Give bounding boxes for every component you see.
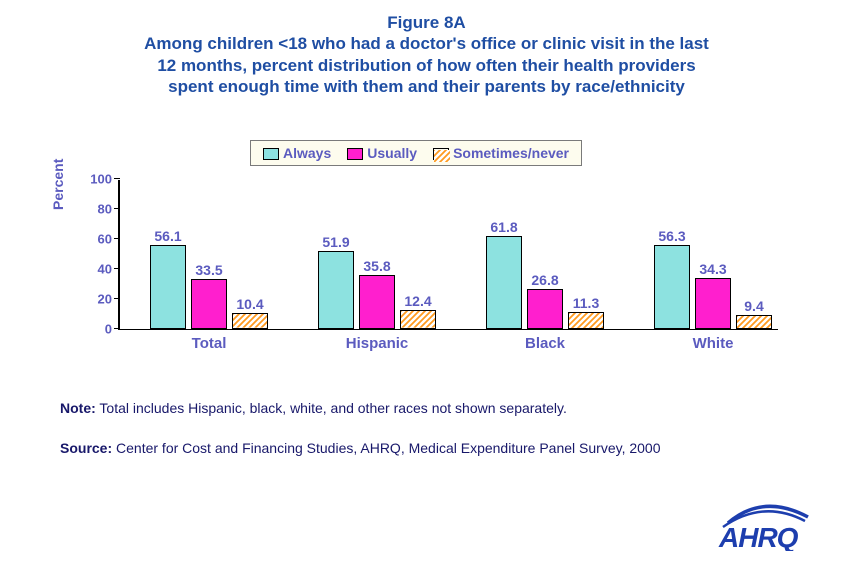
title-block: Figure 8A Among children <18 who had a d… (0, 0, 853, 97)
bar: 56.1 (150, 245, 186, 329)
svg-text:AHRQ: AHRQ (718, 522, 799, 551)
bar: 61.8 (486, 236, 522, 329)
legend-item: Usually (347, 145, 417, 161)
note: Note: Total includes Hispanic, black, wh… (60, 400, 567, 416)
legend-item: Sometimes/never (433, 145, 569, 161)
y-tick-label: 100 (80, 172, 120, 187)
bar-value-label: 34.3 (699, 261, 726, 277)
bar: 26.8 (527, 289, 563, 329)
bar: 56.3 (654, 245, 690, 329)
bar-value-label: 9.4 (744, 298, 763, 314)
x-tick-label: Total (192, 335, 227, 352)
bar: 35.8 (359, 275, 395, 329)
bar: 11.3 (568, 312, 604, 329)
bar: 33.5 (191, 279, 227, 329)
legend: Always Usually Sometimes/never (250, 140, 582, 166)
bar-value-label: 12.4 (404, 293, 431, 309)
legend-swatch (347, 148, 363, 160)
ahrq-logo: AHRQ (713, 501, 823, 551)
bar: 51.9 (318, 251, 354, 329)
legend-item: Always (263, 145, 331, 161)
note-label: Note: (60, 400, 96, 416)
y-tick-label: 0 (80, 322, 120, 337)
y-tick-mark (114, 178, 120, 179)
bar-value-label: 35.8 (363, 258, 390, 274)
plot-area: 02040608010056.133.510.4Total51.935.812.… (118, 180, 778, 330)
y-tick-mark (114, 268, 120, 269)
bar-value-label: 33.5 (195, 262, 222, 278)
x-tick-label: Hispanic (346, 335, 409, 352)
y-tick-label: 40 (80, 262, 120, 277)
source: Source: Center for Cost and Financing St… (60, 440, 661, 456)
bar-value-label: 56.3 (658, 228, 685, 244)
y-tick-mark (114, 238, 120, 239)
y-tick-label: 60 (80, 232, 120, 247)
x-tick-label: Black (525, 335, 565, 352)
y-tick-mark (114, 208, 120, 209)
source-text: Center for Cost and Financing Studies, A… (112, 440, 660, 456)
title-line-2: 12 months, percent distribution of how o… (40, 55, 813, 76)
bar-value-label: 10.4 (236, 296, 263, 312)
y-tick-mark (114, 298, 120, 299)
bar: 34.3 (695, 278, 731, 329)
bar: 9.4 (736, 315, 772, 329)
x-tick-label: White (693, 335, 734, 352)
legend-label: Sometimes/never (453, 145, 569, 161)
legend-swatch (433, 148, 449, 160)
source-label: Source: (60, 440, 112, 456)
bar-value-label: 51.9 (322, 234, 349, 250)
y-tick-label: 80 (80, 202, 120, 217)
y-axis-label: Percent (50, 159, 66, 210)
title-line-1: Among children <18 who had a doctor's of… (40, 33, 813, 54)
bar-value-label: 11.3 (573, 295, 599, 311)
bar: 12.4 (400, 310, 436, 329)
chart: AlwaysUsuallySometimes/never Percent 020… (70, 140, 790, 370)
bar-value-label: 56.1 (154, 228, 181, 244)
note-text: Total includes Hispanic, black, white, a… (96, 400, 567, 416)
bar-value-label: 61.8 (490, 219, 517, 235)
y-tick-label: 20 (80, 292, 120, 307)
bar: 10.4 (232, 313, 268, 329)
legend-swatch (263, 148, 279, 160)
title-line-3: spent enough time with them and their pa… (40, 76, 813, 97)
legend-label: Usually (367, 145, 417, 161)
legend-label: Always (283, 145, 331, 161)
y-tick-mark (114, 328, 120, 329)
figure-label: Figure 8A (40, 12, 813, 33)
bar-value-label: 26.8 (531, 272, 558, 288)
